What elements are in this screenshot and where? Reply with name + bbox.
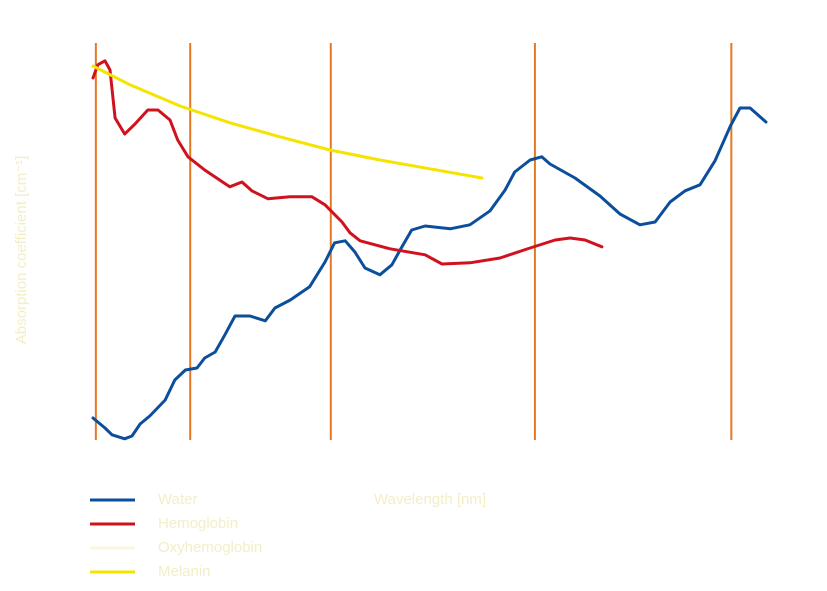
data-line xyxy=(91,106,768,441)
legend-label: Oxyhemoglobin xyxy=(158,539,262,556)
legend-label: Melanin xyxy=(158,563,211,580)
legend-label: Hemoglobin xyxy=(158,515,238,532)
x-axis-label: Wavelength [nm] xyxy=(374,491,486,508)
y-axis-label: Absorption coefficient [cm⁻¹] xyxy=(13,156,30,345)
legend-label: Water xyxy=(158,491,197,508)
data-line xyxy=(91,64,484,180)
data-line xyxy=(91,59,604,266)
